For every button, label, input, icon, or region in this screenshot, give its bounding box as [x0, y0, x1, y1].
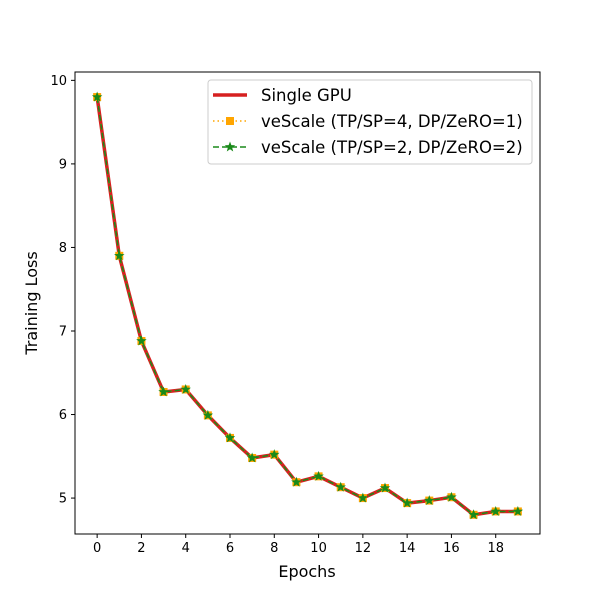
legend-box: [207, 79, 533, 165]
y-tick-label: 6: [59, 408, 67, 423]
series-2-point: [490, 505, 501, 516]
legend-label-vescale-tp4: veScale (TP/SP=4, DP/ZeRO=1): [261, 112, 523, 131]
series-line-2: [96, 96, 518, 516]
plot-layer: [91, 91, 524, 520]
x-tick-label: 2: [137, 541, 145, 556]
y-tick-label: 10: [50, 74, 67, 89]
series-2-point: [158, 386, 169, 397]
legend: Single GPU veScale (TP/SP=4, DP/ZeRO=1) …: [207, 79, 533, 165]
x-tick-label: 14: [399, 541, 416, 556]
y-tick-label: 8: [59, 241, 67, 256]
series-2-point: [424, 495, 435, 506]
series-2-point: [224, 432, 236, 443]
y-tick-label: 5: [59, 492, 67, 507]
series-2-point: [512, 505, 524, 516]
legend-entries: [213, 93, 247, 152]
series-2-point: [202, 409, 214, 420]
series-2-point: [136, 335, 147, 346]
x-tick-label: 10: [310, 541, 327, 556]
x-tick-label: 8: [270, 541, 278, 556]
legend-label-vescale-tp2: veScale (TP/SP=2, DP/ZeRO=2): [261, 138, 523, 157]
legend-label-single-gpu: Single GPU: [261, 86, 352, 105]
legend-marker-1: [226, 117, 234, 125]
y-axis-label: Training Loss: [22, 251, 41, 355]
series-2-point: [335, 481, 346, 492]
y-axis: 5 6 7 8 9 10: [50, 74, 75, 507]
series-2-point: [180, 383, 191, 394]
y-tick-label: 9: [59, 157, 67, 172]
legend-marker-2: [224, 141, 236, 152]
x-tick-label: 6: [226, 541, 234, 556]
series-2-point: [379, 482, 391, 493]
series-2-point: [291, 476, 302, 487]
series-2-point: [246, 452, 258, 463]
x-tick-label: 16: [443, 541, 460, 556]
x-tick-label: 18: [487, 541, 504, 556]
series-2-point: [401, 497, 413, 508]
x-axis: 0 2 4 6 8 10 12 14 16 18: [93, 534, 504, 556]
series-2-point: [114, 250, 125, 261]
series-2-point: [357, 492, 369, 503]
series-2-point: [269, 449, 280, 460]
x-tick-label: 4: [182, 541, 190, 556]
series-2-point: [468, 509, 479, 520]
series-2-point: [446, 491, 457, 502]
x-tick-label: 0: [93, 541, 101, 556]
y-tick-label: 7: [59, 324, 67, 339]
plot-frame: [74, 71, 541, 535]
series-2-point: [91, 91, 103, 102]
series-2-point: [313, 470, 324, 481]
x-tick-label: 12: [355, 541, 372, 556]
x-axis-label: Epochs: [278, 562, 335, 581]
